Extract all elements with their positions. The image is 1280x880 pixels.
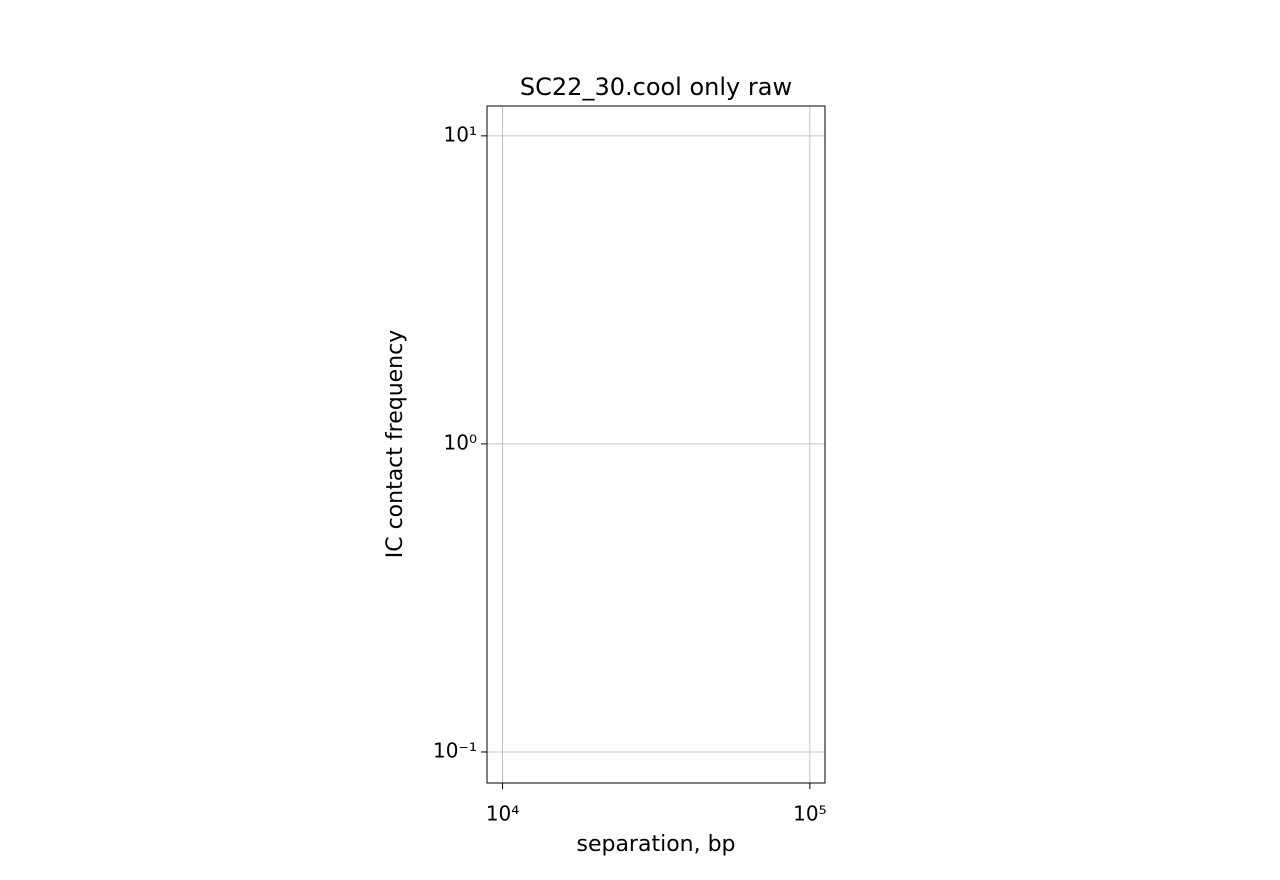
y-tick-label: 10⁻¹ [433,738,477,762]
plot-frame [486,105,826,784]
y-tick-label: 10¹ [444,122,477,146]
x-tick-label: 10⁵ [793,802,826,826]
y-axis-label: IC contact frequency [383,330,408,559]
x-axis-label: separation, bp [576,832,735,857]
chart-title: SC22_30.cool only raw [520,73,792,101]
x-tick-label: 10⁴ [486,802,519,826]
y-tick-label: 10⁰ [444,430,477,454]
